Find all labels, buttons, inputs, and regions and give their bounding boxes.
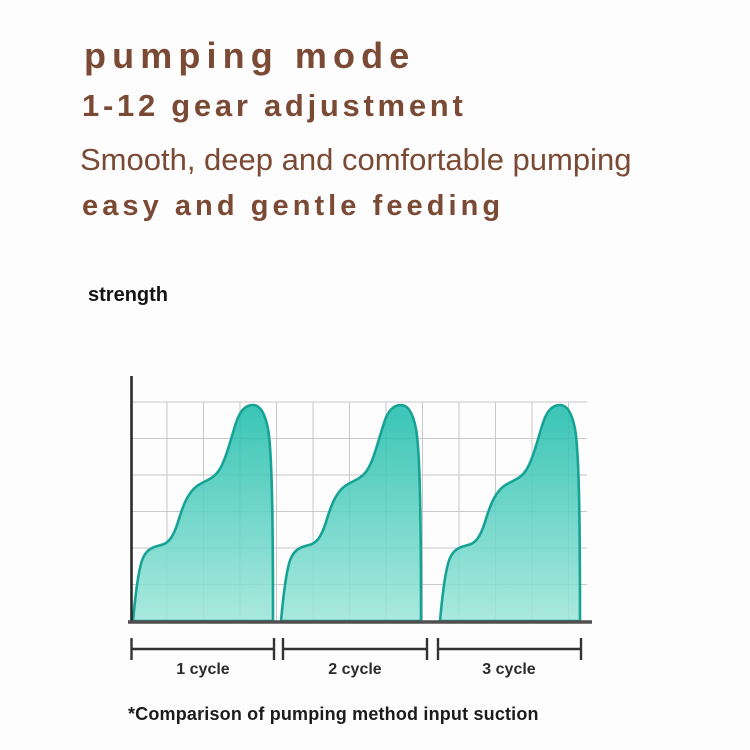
pump-cycle-chart	[128, 376, 592, 660]
tagline-gentle-feeding: easy and gentle feeding	[82, 190, 505, 222]
chart-footnote: *Comparison of pumping method input suct…	[128, 704, 539, 724]
bracket-cycle-2	[281, 638, 429, 660]
page-title: pumping mode	[84, 35, 416, 76]
y-axis-label: strength	[88, 284, 168, 306]
wave-cycle-2	[279, 403, 423, 623]
cycle-2-label: 2 cycle	[328, 661, 382, 678]
wave-cycle-3	[438, 403, 582, 623]
bracket-cycle-1	[130, 638, 276, 660]
cycle-brackets	[130, 638, 583, 660]
subtitle-gear-adjustment: 1-12 gear adjustment	[82, 88, 467, 123]
cycle-3-label: 3 cycle	[482, 661, 536, 678]
tagline-smooth-pumping: Smooth, deep and comfortable pumping	[80, 142, 632, 177]
chart-axes	[128, 376, 592, 624]
bracket-cycle-3	[436, 638, 583, 660]
suction-waveforms	[131, 403, 582, 623]
cycle-1-label: 1 cycle	[176, 661, 230, 678]
